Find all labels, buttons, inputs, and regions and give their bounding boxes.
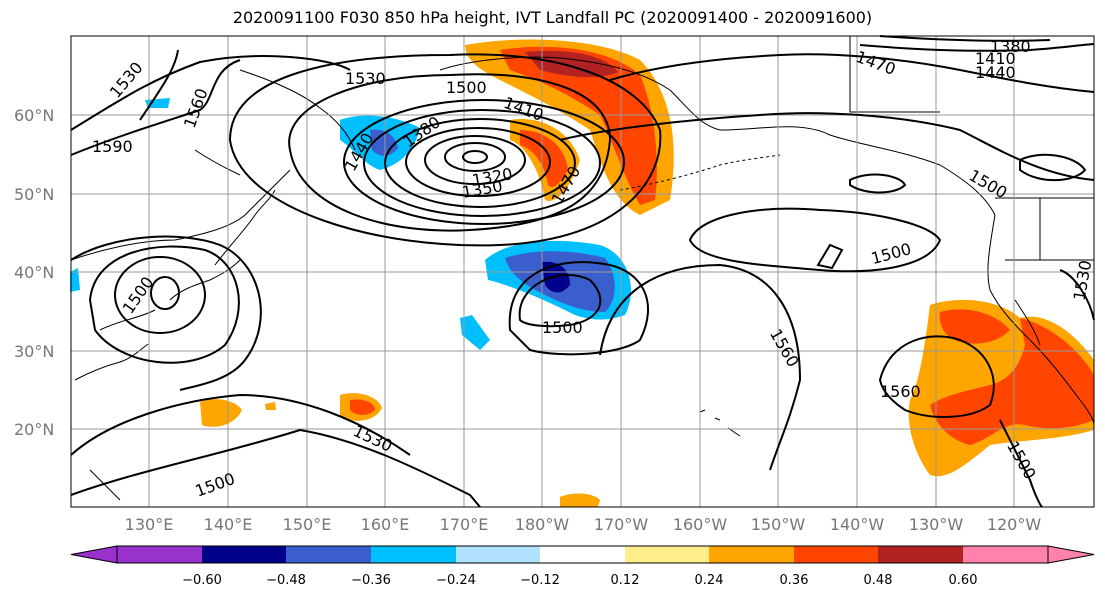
colorbar-segment <box>456 546 540 563</box>
colorbar-label: 0.60 <box>949 573 978 588</box>
lon-label: 150°E <box>283 515 332 534</box>
lon-label: 150°W <box>751 515 806 534</box>
lat-label: 50°N <box>14 185 54 204</box>
lat-label: 40°N <box>14 263 54 282</box>
contour-label: 1380 <box>990 37 1031 56</box>
colorbar-label: −0.24 <box>436 573 476 588</box>
lon-label: 180°W <box>515 515 570 534</box>
contour-label: 1500 <box>542 318 583 337</box>
lon-label: 130°W <box>909 515 964 534</box>
colorbar-segment <box>878 546 963 563</box>
contour-label: 1530 <box>345 69 386 88</box>
lat-label: 30°N <box>14 342 54 361</box>
colorbar-label: 0.12 <box>611 573 640 588</box>
lon-label: 160°W <box>673 515 728 534</box>
colorbar-extend-high <box>1047 545 1095 564</box>
colorbar-labels: −0.60 −0.48 −0.36 −0.24 −0.12 0.12 0.24 … <box>182 573 977 588</box>
lon-label: 170°E <box>440 515 489 534</box>
colorbar-extend-low <box>70 545 118 564</box>
colorbar-label: −0.48 <box>266 573 306 588</box>
colorbar-segment <box>286 546 371 563</box>
lon-label: 140°W <box>830 515 885 534</box>
lat-label: 20°N <box>14 420 54 439</box>
colorbar-segment <box>117 546 202 563</box>
colorbar-frame <box>116 545 1049 564</box>
colorbar-segment <box>709 546 794 563</box>
lon-label: 140°E <box>204 515 253 534</box>
height-contours <box>70 35 1095 508</box>
colorbar-segment <box>540 546 625 563</box>
colorbar-label: 0.24 <box>695 573 724 588</box>
lon-label: 130°E <box>125 515 174 534</box>
colorbar-label: −0.60 <box>182 573 222 588</box>
colorbar-segment <box>371 546 456 563</box>
colorbar-label: 0.36 <box>780 573 809 588</box>
colorbar-segment <box>963 546 1048 563</box>
colorbar-label: −0.12 <box>520 573 560 588</box>
longitude-labels: 130°E 140°E 150°E 160°E 170°E 180°W 170°… <box>125 515 1042 534</box>
colorbar-segment <box>794 546 878 563</box>
map-title: 2020091100 F030 850 hPa height, IVT Land… <box>232 8 873 27</box>
colorbar-segment <box>202 546 286 563</box>
lon-label: 160°E <box>361 515 410 534</box>
lat-label: 60°N <box>14 106 54 125</box>
contour-label: 1560 <box>880 382 921 401</box>
colorbar-label: 0.48 <box>864 573 893 588</box>
contour-label: 1410 <box>975 49 1016 68</box>
colorbar-label: −0.36 <box>351 573 391 588</box>
contour-label: 1500 <box>446 78 487 97</box>
map-border <box>70 35 1095 508</box>
colorbar-segment <box>625 546 709 563</box>
colorbar <box>70 545 1095 564</box>
lon-label: 120°W <box>987 515 1042 534</box>
contour-label: 1590 <box>92 137 133 156</box>
lon-label: 170°W <box>594 515 649 534</box>
latitude-labels: 60°N 50°N 40°N 30°N 20°N <box>14 106 54 439</box>
contour-label: 1440 <box>975 63 1016 82</box>
